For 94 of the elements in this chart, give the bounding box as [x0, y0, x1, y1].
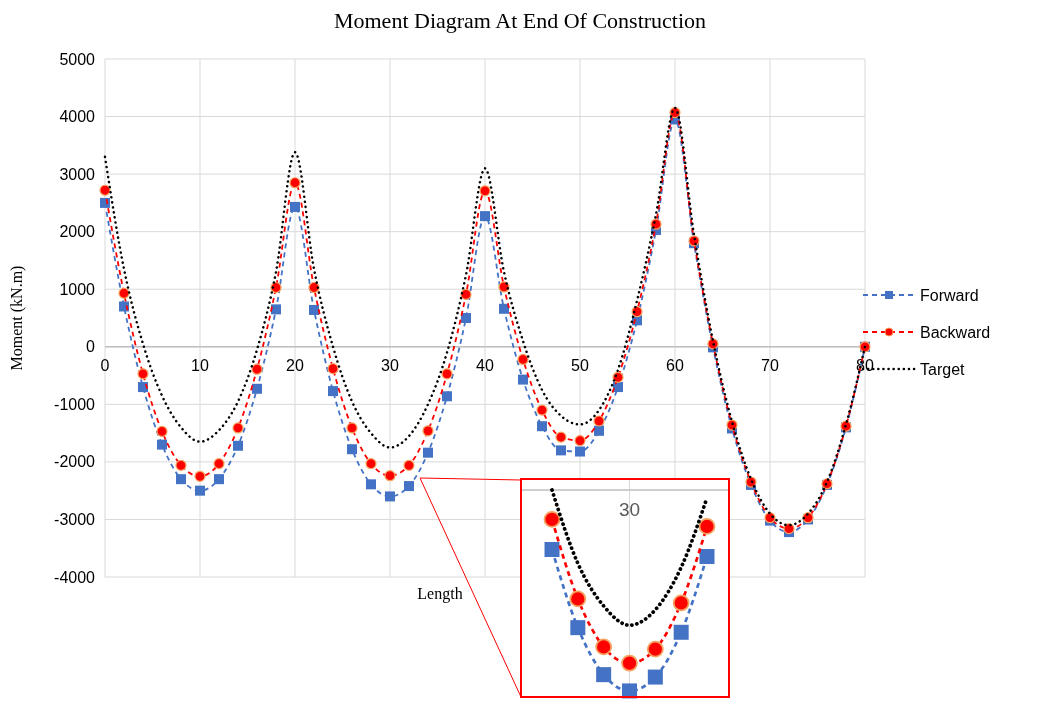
point	[347, 444, 357, 455]
point	[308, 281, 320, 294]
y-tick-label: 3000	[59, 165, 96, 183]
point	[290, 201, 300, 212]
y-tick-label: 0	[86, 338, 96, 356]
annotation: 30	[618, 499, 641, 521]
point	[479, 185, 491, 197]
point	[328, 386, 338, 397]
y-tick-label: -1000	[54, 395, 96, 413]
point	[595, 638, 613, 656]
point	[195, 485, 205, 496]
x-tick-label: 60	[666, 356, 684, 374]
point	[404, 481, 414, 492]
point	[157, 439, 167, 450]
point	[544, 542, 560, 558]
point	[673, 624, 689, 640]
x-axis-title: Length	[417, 585, 463, 603]
point	[570, 620, 586, 636]
point	[118, 287, 130, 299]
legend-label: Backward	[920, 323, 991, 341]
point	[365, 458, 377, 470]
point	[556, 445, 566, 456]
point	[422, 425, 434, 437]
y-tick-label: -4000	[54, 568, 96, 586]
point	[698, 518, 716, 535]
point	[647, 669, 663, 685]
point	[137, 368, 149, 380]
point	[233, 440, 243, 451]
point	[100, 197, 110, 208]
point	[672, 594, 690, 612]
x-tick-label: 70	[761, 356, 779, 374]
point	[593, 415, 605, 427]
x-tick-label: 40	[476, 356, 494, 374]
point	[327, 363, 339, 375]
point	[138, 382, 148, 393]
point	[596, 667, 612, 683]
legend-label: Forward	[920, 286, 979, 304]
point	[621, 654, 638, 672]
y-tick-label: 4000	[59, 108, 96, 126]
point	[309, 304, 319, 315]
point	[156, 425, 168, 437]
point	[783, 523, 795, 535]
point	[346, 422, 358, 434]
y-tick-label: -3000	[54, 511, 96, 529]
point	[366, 479, 376, 490]
y-tick-label: 5000	[59, 50, 96, 68]
point	[384, 470, 396, 482]
point	[289, 177, 301, 189]
point	[423, 447, 433, 458]
point	[461, 313, 471, 323]
point	[252, 383, 262, 394]
point	[460, 288, 472, 300]
y-tick-label: 1000	[59, 280, 96, 298]
point	[612, 371, 624, 383]
point	[213, 458, 225, 470]
point	[543, 510, 561, 528]
point	[569, 590, 587, 608]
y-tick-label: 2000	[59, 223, 96, 241]
point	[699, 549, 715, 565]
point	[537, 421, 547, 432]
point	[270, 281, 282, 294]
point	[385, 491, 395, 502]
point	[119, 301, 129, 312]
x-tick-label: 20	[286, 356, 304, 374]
point	[631, 306, 643, 318]
point	[175, 459, 187, 471]
point	[575, 446, 585, 457]
point	[232, 422, 244, 434]
point	[441, 368, 453, 380]
x-tick-label: 0	[100, 356, 110, 374]
point	[517, 353, 529, 366]
point	[99, 184, 111, 196]
point	[214, 474, 224, 485]
x-tick-label: 50	[571, 356, 589, 374]
legend-label: Target	[920, 360, 966, 378]
x-tick-label: 10	[191, 356, 209, 374]
point	[499, 303, 509, 314]
point	[271, 304, 281, 315]
y-tick-label: -2000	[54, 453, 96, 471]
chart-title: Moment Diagram At End Of Construction	[333, 8, 707, 33]
point	[403, 459, 415, 471]
point	[594, 425, 604, 436]
point	[574, 434, 586, 447]
point	[536, 404, 548, 416]
x-tick-label: 30	[381, 356, 399, 374]
point	[646, 640, 664, 658]
point	[194, 470, 206, 482]
point	[555, 431, 567, 443]
point	[518, 374, 528, 385]
y-axis-title: Moment (kN.m)	[8, 265, 26, 371]
point	[176, 474, 186, 485]
point	[480, 211, 490, 222]
point	[442, 391, 452, 402]
point	[251, 363, 263, 375]
